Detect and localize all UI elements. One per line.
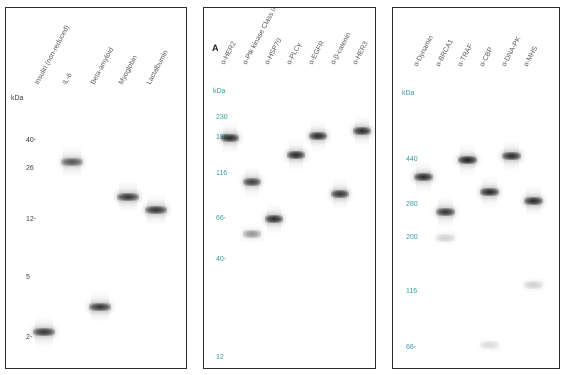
protein-band bbox=[435, 208, 455, 217]
blot-panel-2: A kDa α-HER2 α-Ptk kinase Class III α-HSP7… bbox=[203, 7, 376, 369]
band-smear bbox=[459, 144, 475, 176]
lane-label: Lactalbumin bbox=[145, 49, 170, 86]
band-smear bbox=[245, 165, 259, 198]
band-smear bbox=[355, 115, 369, 148]
protein-band bbox=[89, 303, 111, 312]
band-smear bbox=[525, 185, 541, 218]
protein-band bbox=[457, 156, 477, 164]
lane-label: Beta-amyloid bbox=[89, 46, 116, 86]
blot-panel-1: kDa Insulin (non-reduced) IL-6 Beta-amyloi… bbox=[5, 7, 187, 369]
lane-label: α-HER3 bbox=[351, 40, 370, 66]
protein-band bbox=[479, 341, 499, 350]
band-smear bbox=[267, 203, 281, 236]
unit-label: kDa bbox=[213, 88, 226, 95]
band-smear bbox=[35, 315, 53, 348]
mw-tick-label: 66- bbox=[216, 215, 227, 223]
lane-label: α-PLCγ bbox=[285, 41, 304, 66]
protein-band bbox=[353, 127, 371, 136]
band-smear bbox=[223, 121, 237, 154]
protein-band bbox=[61, 158, 83, 167]
mw-tick-label: 116 bbox=[406, 288, 418, 296]
unit-label: kDa bbox=[11, 95, 24, 102]
protein-band bbox=[523, 280, 543, 289]
protein-band bbox=[117, 193, 139, 202]
unit-label: kDa bbox=[402, 90, 415, 97]
lane-label: IL-6 bbox=[61, 72, 74, 86]
mw-tick-label: 2- bbox=[26, 334, 33, 341]
lane-label: α-TRAF bbox=[456, 42, 475, 68]
band-smear bbox=[147, 194, 165, 227]
mw-tick-label: 440 bbox=[406, 156, 418, 163]
mw-tick-label: 12 bbox=[216, 354, 224, 361]
band-smear bbox=[503, 139, 519, 172]
blot-panel-3: kDa α-Dynamin α-BRCA1 α-TRAF α-CBP α-DNA-PK α… bbox=[392, 7, 560, 369]
lane-label: α-DNA-PK bbox=[500, 35, 523, 68]
band-smear bbox=[63, 146, 81, 179]
lane-label: α-MHS bbox=[522, 45, 540, 68]
mw-tick-label: 40- bbox=[26, 137, 37, 144]
lane-label: α-HSP70 bbox=[263, 37, 284, 66]
lane-label: α-EGFR bbox=[307, 39, 327, 66]
lane-label: α-CBP bbox=[478, 46, 495, 68]
protein-band bbox=[145, 206, 167, 215]
mw-tick-label: 280 bbox=[406, 200, 418, 208]
lane-label: Myoglobin bbox=[117, 54, 139, 86]
band-smear bbox=[437, 196, 453, 229]
mw-tick-label: 5 bbox=[26, 273, 30, 281]
mw-tick-label: 66- bbox=[406, 344, 417, 351]
protein-band bbox=[523, 197, 543, 206]
mw-tick-label: 40- bbox=[216, 256, 227, 264]
protein-band bbox=[413, 173, 433, 182]
mw-tick-label: 26 bbox=[26, 165, 34, 173]
protein-band bbox=[331, 190, 349, 199]
band-smear bbox=[119, 181, 137, 214]
protein-band bbox=[243, 177, 261, 186]
protein-band bbox=[501, 151, 521, 160]
mw-tick-label: 230 bbox=[216, 114, 228, 121]
panel-letter: A bbox=[212, 43, 219, 53]
protein-band bbox=[243, 230, 261, 239]
lane-label: α-BRCA1 bbox=[434, 38, 455, 68]
protein-band bbox=[265, 215, 283, 224]
band-smear bbox=[333, 178, 347, 211]
mw-tick-label: 200 bbox=[406, 234, 418, 242]
protein-band bbox=[221, 133, 239, 142]
band-smear bbox=[481, 175, 497, 208]
mw-tick-label: 12- bbox=[26, 216, 37, 224]
band-smear bbox=[311, 119, 325, 152]
protein-band bbox=[309, 131, 327, 140]
band-smear bbox=[415, 161, 431, 194]
protein-band bbox=[435, 234, 455, 243]
lane-label: α-Dynamin bbox=[412, 34, 435, 68]
band-smear bbox=[289, 139, 303, 172]
band-smear bbox=[91, 291, 109, 324]
lane-label: α-β-catenin bbox=[329, 31, 353, 66]
lane-label: α-HER2 bbox=[219, 40, 238, 66]
protein-band bbox=[479, 187, 499, 196]
protein-band bbox=[33, 327, 55, 336]
protein-band bbox=[287, 151, 305, 160]
mw-tick-label: 116 bbox=[216, 169, 228, 177]
